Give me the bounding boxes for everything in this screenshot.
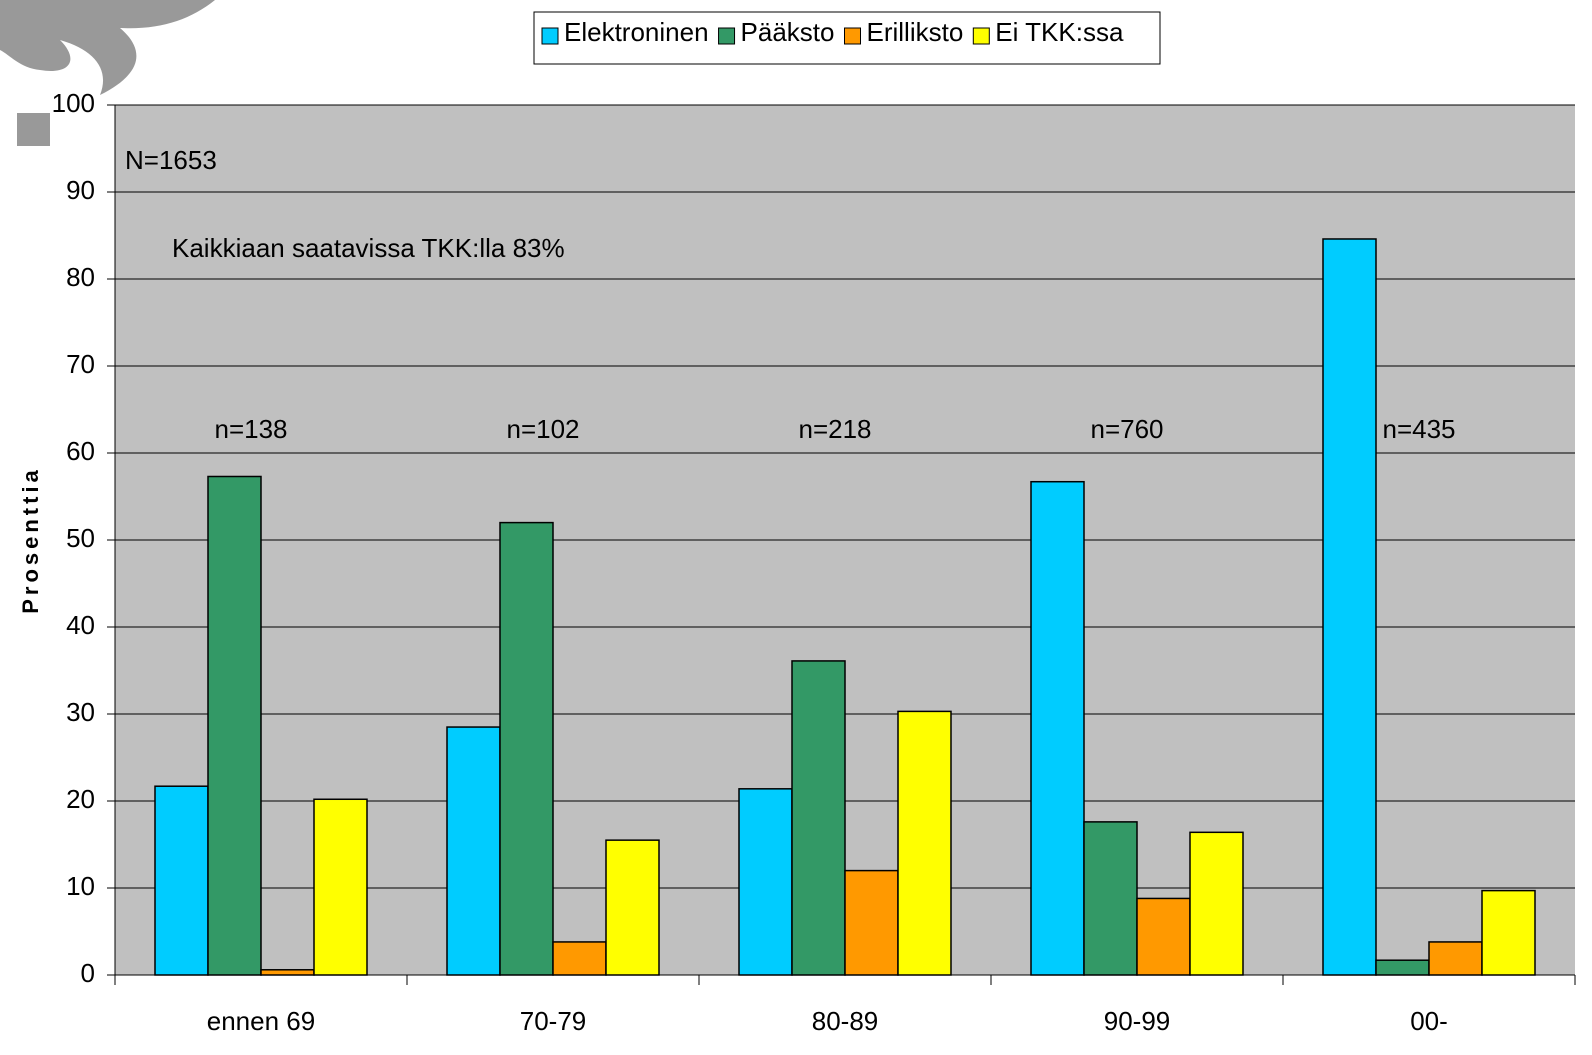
bar bbox=[313, 798, 368, 976]
annotation: Kaikkiaan saatavissa TKK:lla 83% bbox=[172, 233, 565, 263]
bar bbox=[605, 839, 660, 976]
y-tick-label: 30 bbox=[66, 697, 95, 727]
bar bbox=[1189, 831, 1244, 976]
x-tick-label: 70-79 bbox=[520, 1006, 587, 1036]
y-tick-label: 40 bbox=[66, 610, 95, 640]
x-tick-label: ennen 69 bbox=[207, 1006, 315, 1036]
bar bbox=[1428, 941, 1483, 976]
bar bbox=[1481, 889, 1536, 976]
bar bbox=[446, 726, 501, 976]
y-tick-label: 10 bbox=[66, 871, 95, 901]
logo-decoration bbox=[0, 0, 215, 146]
bar bbox=[738, 788, 793, 976]
bar bbox=[499, 521, 554, 976]
legend-label: Pääksto bbox=[741, 17, 835, 47]
annotation: N=1653 bbox=[125, 145, 217, 175]
bar bbox=[844, 869, 899, 976]
group-label: n=218 bbox=[798, 414, 871, 444]
legend-swatch bbox=[844, 27, 861, 45]
legend-label: Erilliksto bbox=[867, 17, 964, 47]
legend-swatch bbox=[972, 27, 990, 45]
group-label: n=138 bbox=[214, 414, 287, 444]
y-tick-label: 20 bbox=[66, 784, 95, 814]
bar bbox=[791, 660, 846, 976]
bar bbox=[1030, 480, 1085, 976]
group-label: n=760 bbox=[1090, 414, 1163, 444]
group-label: n=102 bbox=[506, 414, 579, 444]
legend-swatch bbox=[541, 27, 559, 45]
y-tick-label: 50 bbox=[66, 523, 95, 553]
bar bbox=[552, 941, 607, 976]
y-tick-label: 80 bbox=[66, 262, 95, 292]
y-tick-label: 60 bbox=[66, 436, 95, 466]
bar bbox=[1083, 821, 1138, 976]
y-tick-label: 70 bbox=[66, 349, 95, 379]
x-tick-label: 80-89 bbox=[812, 1006, 879, 1036]
x-tick-label: 00- bbox=[1410, 1006, 1448, 1036]
x-tick-label: 90-99 bbox=[1104, 1006, 1171, 1036]
bar bbox=[154, 785, 209, 976]
bar bbox=[1322, 238, 1377, 976]
group-label: n=435 bbox=[1382, 414, 1455, 444]
bar bbox=[1136, 897, 1191, 976]
y-axis-label: Prosenttia bbox=[18, 466, 43, 614]
bar bbox=[207, 475, 262, 976]
legend-label: Ei TKK:ssa bbox=[995, 17, 1124, 47]
bar bbox=[897, 710, 952, 976]
y-tick-label: 90 bbox=[66, 175, 95, 205]
legend-swatch bbox=[718, 27, 736, 45]
bar bbox=[1375, 959, 1430, 976]
y-tick-label: 0 bbox=[81, 958, 95, 988]
bar bbox=[260, 969, 315, 976]
y-tick-label: 100 bbox=[52, 88, 95, 118]
legend-label: Elektroninen bbox=[564, 17, 709, 47]
